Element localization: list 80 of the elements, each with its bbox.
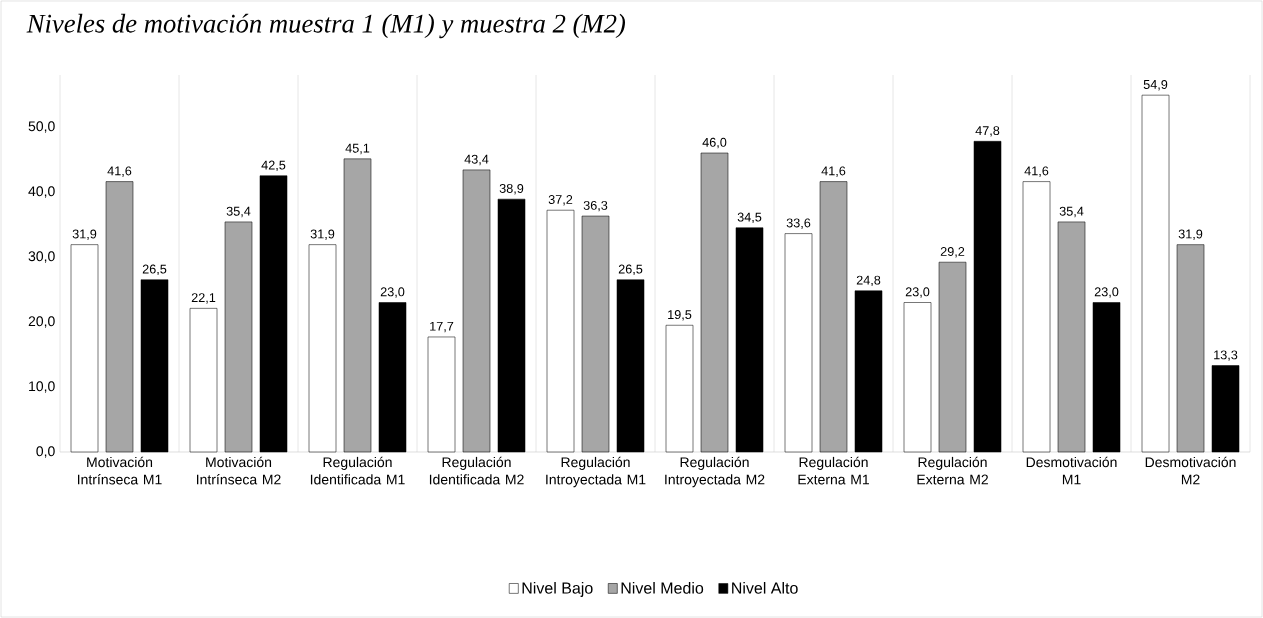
x-tick-label: Regulación Identificada M2: [429, 456, 524, 485]
x-tick-label: Desmotivación M2: [1145, 456, 1236, 485]
data-label: 35,4: [226, 206, 251, 218]
data-label: 43,4: [464, 154, 489, 166]
data-label: 31,9: [310, 229, 335, 240]
data-label: 26,5: [142, 264, 167, 276]
bar: [259, 175, 288, 453]
data-label: 31,9: [1178, 229, 1203, 240]
bar: [819, 181, 848, 453]
bar: [497, 198, 526, 453]
data-label: 54,9: [1143, 79, 1168, 91]
bar: [581, 215, 610, 453]
y-tick-label: 50,0: [28, 121, 55, 133]
data-label: 29,2: [940, 247, 965, 258]
bar: [140, 279, 169, 453]
bar: [616, 279, 645, 453]
legend-label: Nivel Alto: [732, 582, 798, 594]
data-label: 19,5: [668, 310, 692, 321]
data-label: 34,5: [737, 212, 762, 224]
data-label: 22,1: [191, 293, 216, 304]
data-label: 35,4: [1059, 206, 1084, 218]
bar: [427, 336, 456, 453]
bar: [938, 261, 967, 453]
legend-label: Nivel Medio: [621, 582, 704, 594]
bar: [189, 308, 218, 453]
data-label: 45,1: [345, 143, 370, 155]
bar: [665, 324, 694, 453]
y-tick-label: 0,0: [36, 446, 55, 458]
data-label: 23,0: [1094, 287, 1119, 298]
y-tick-label: 10,0: [29, 381, 55, 393]
bar: [700, 152, 729, 453]
bar: [1057, 221, 1086, 453]
x-tick-label: Regulación Introyectada M1: [546, 456, 646, 488]
bar: [343, 158, 372, 453]
data-label: 23,0: [380, 287, 405, 298]
bar: [546, 209, 575, 453]
bar: [1176, 244, 1205, 453]
data-label: 17,7: [430, 321, 454, 333]
data-label: 46,0: [702, 137, 727, 149]
bar: [784, 233, 813, 453]
bar: [1022, 181, 1051, 453]
data-label: 41,6: [1024, 166, 1049, 177]
data-label: 13,3: [1214, 350, 1238, 361]
data-label: 41,6: [107, 166, 132, 177]
data-label: 36,3: [583, 200, 608, 212]
chart-title: Niveles de motivación muestra 1 (M1) y muestra 2 (M2): [26, 13, 626, 39]
bar: [224, 221, 253, 453]
bar: [973, 141, 1002, 453]
data-label: 38,9: [499, 183, 524, 195]
bar: [1211, 365, 1240, 453]
data-label: 37,2: [548, 195, 573, 206]
bar: [1092, 302, 1121, 453]
bar: [1141, 94, 1170, 453]
data-label: 23,0: [905, 287, 930, 298]
data-label: 24,8: [856, 275, 881, 287]
x-tick-label: Desmotivación M1: [1026, 456, 1117, 485]
y-tick-label: 30,0: [28, 251, 55, 263]
x-tick-label: Regulación Externa M2: [917, 456, 988, 485]
data-label: 31,9: [72, 229, 97, 240]
x-tick-label: Regulación Identificada M1: [310, 456, 405, 485]
data-label: 47,8: [975, 126, 1000, 137]
bar: [462, 169, 491, 453]
y-tick-label: 40,0: [28, 186, 55, 198]
bar: [105, 181, 134, 453]
x-tick-label: Regulación Externa M1: [798, 456, 869, 485]
x-tick-label: Motivación Intrínseca M2: [197, 456, 281, 485]
data-label: 42,5: [261, 160, 286, 172]
bar: [854, 290, 883, 453]
data-label: 33,6: [786, 218, 811, 229]
legend-label: Nivel Bajo: [522, 582, 593, 597]
bar: [70, 244, 99, 453]
bar: [308, 244, 337, 453]
y-tick-label: 20,0: [28, 316, 55, 328]
x-tick-label: Motivación Intrínseca M1: [78, 456, 162, 485]
data-label: 41,6: [821, 166, 846, 177]
bar: [735, 227, 764, 453]
x-tick-label: Regulación Introyectada M2: [665, 456, 765, 488]
data-label: 26,5: [618, 264, 643, 276]
bar: [378, 302, 407, 453]
bar: [903, 302, 932, 453]
